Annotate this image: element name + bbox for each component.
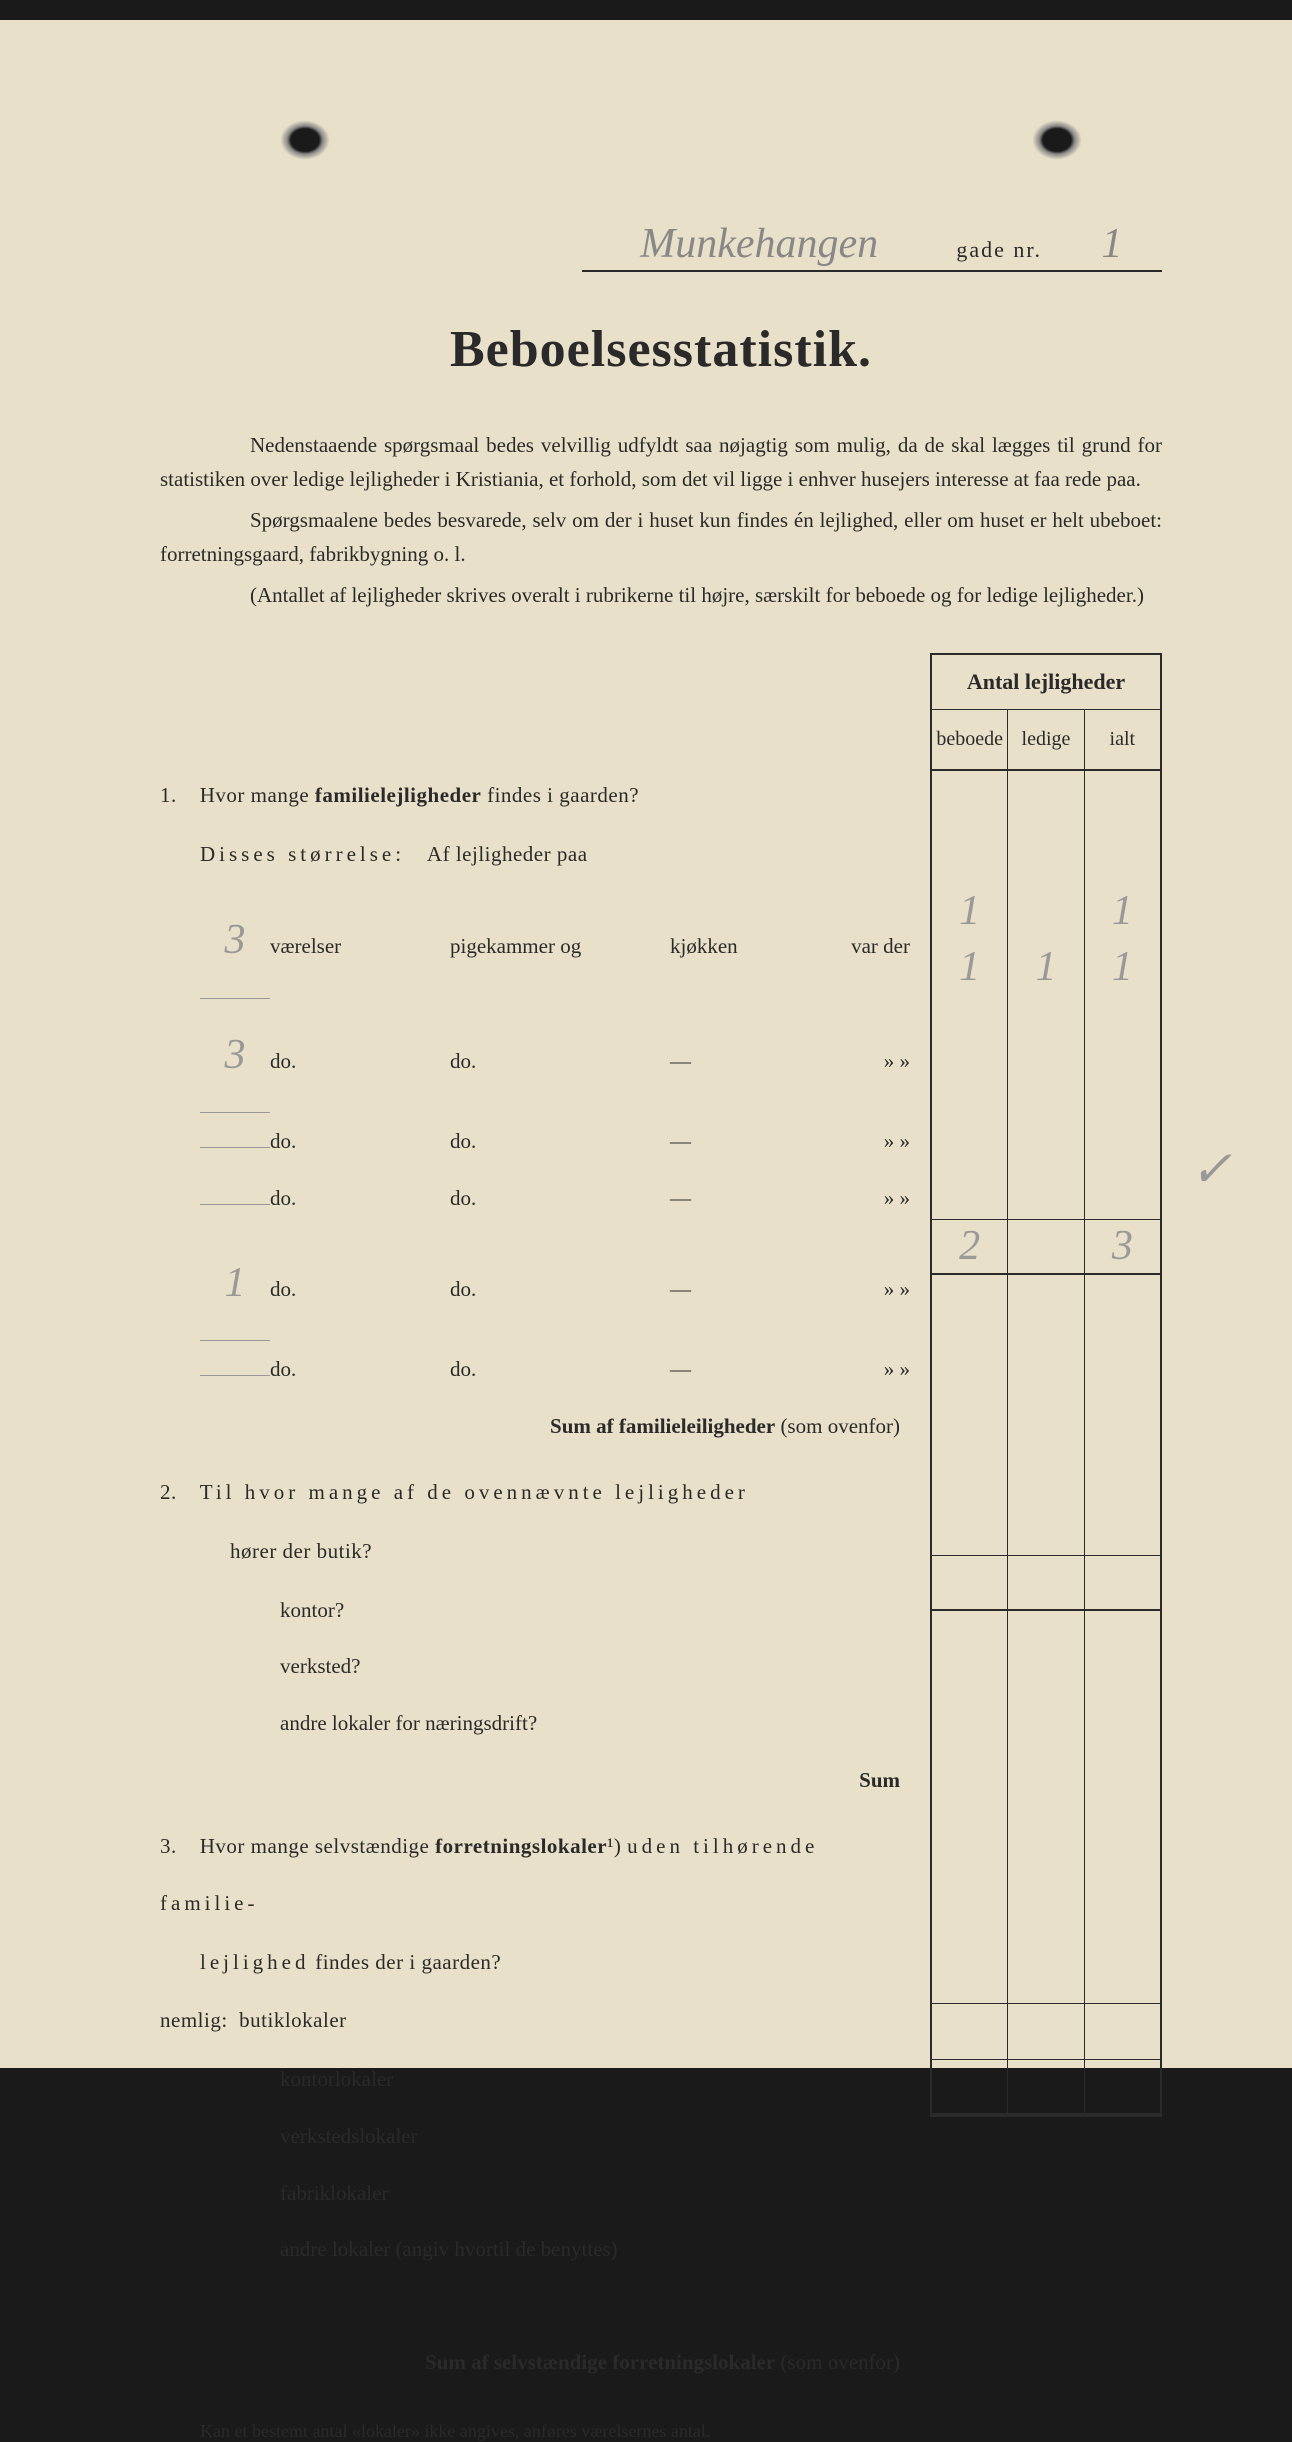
table-row: [932, 1387, 1160, 1443]
table-row: [932, 827, 1160, 883]
question-1: 1. Hvor mange familielejligheder findes …: [160, 767, 910, 824]
question-2: 2. Til hvor mange af de ovennævnte lejli…: [160, 1464, 910, 1521]
document-page: Munkehangen gade nr. 1 Beboelsesstatisti…: [0, 20, 1292, 2068]
table-row: [932, 1891, 1160, 1947]
q3-item-4: fabriklokaler: [160, 2165, 910, 2222]
spacer: [160, 653, 910, 765]
table-row: [932, 1723, 1160, 1779]
room-row-3: do. do. — » »: [160, 1113, 910, 1170]
table-row: [932, 1947, 1160, 2003]
table-header-main: Antal lejligheder: [932, 655, 1160, 710]
intro-paragraph-1: Nedenstaaende spørgsmaal bedes velvillig…: [160, 429, 1162, 496]
table-row: [932, 2003, 1160, 2059]
table-sum-row: [932, 2059, 1160, 2115]
questions-column: 1. Hvor mange familielejligheder findes …: [160, 653, 930, 2391]
punch-hole-right: [1032, 120, 1082, 160]
q2-item-1: hører der butik?: [160, 1523, 910, 1580]
table-row: [932, 1499, 1160, 1555]
table-row: 11: [932, 883, 1160, 939]
table-header-sub: beboede ledige ialt: [932, 710, 1160, 771]
main-content: 1. Hvor mange familielejligheder findes …: [160, 653, 1162, 2391]
q1-sum-label: Sum af familieleiligheder (som ovenfor): [160, 1398, 910, 1455]
intro-paragraph-2: Spørgsmaalene bedes besvarede, selv om d…: [160, 504, 1162, 571]
q3-item-3: verkstedslokaler: [160, 2108, 910, 2165]
q3-item-5: andre lokaler (angiv hvortil de benyttes…: [160, 2221, 910, 2278]
street-number-handwritten: 1: [1062, 220, 1162, 268]
gade-nr-label: gade nr.: [956, 237, 1042, 263]
room-row-4: do. do. — » »: [160, 1170, 910, 1227]
col-ialt: ialt: [1085, 710, 1160, 769]
table-row: [932, 1051, 1160, 1107]
punch-hole-left: [280, 120, 330, 160]
table-row: [932, 995, 1160, 1051]
page-title: Beboelsesstatistik.: [160, 320, 1162, 379]
table-row: [932, 1331, 1160, 1387]
table-row: [932, 1779, 1160, 1835]
table-row: [932, 1835, 1160, 1891]
col-beboede: beboede: [932, 710, 1008, 769]
table-row: 111: [932, 939, 1160, 995]
apartments-table: Antal lejligheder beboede ledige ialt 11…: [930, 653, 1162, 2117]
q2-item-2: kontor?: [160, 1582, 910, 1639]
spacer: [160, 2278, 910, 2334]
checkmark-icon: ✓: [1190, 1140, 1232, 1198]
table-sum-row: 23: [932, 1219, 1160, 1275]
q2-item-4: andre lokaler for næringsdrift?: [160, 1695, 910, 1752]
footnote: Kan et bestemt antal «lokaler» ikke angi…: [160, 2421, 1162, 2442]
q3-item-2: kontorlokaler: [160, 2051, 910, 2108]
intro-paragraph-3: (Antallet af lejligheder skrives overalt…: [160, 579, 1162, 613]
q3-sum-label: Sum af selvstændige forretningslokaler (…: [160, 2334, 910, 2391]
table-sum-row: [932, 1555, 1160, 1611]
room-row-6: do. do. — » »: [160, 1341, 910, 1398]
q3-cont: lejlighed findes der i gaarden?: [160, 1934, 910, 1991]
q2-sum-label: Sum: [160, 1752, 910, 1809]
table-column: Antal lejligheder beboede ledige ialt 11…: [930, 653, 1162, 2391]
table-row: [932, 771, 1160, 827]
question-3: 3. Hvor mange selvstændige forretningslo…: [160, 1818, 910, 1931]
street-name-handwritten: Munkehangen: [582, 220, 936, 268]
room-row-2: 3 do. do. — » »: [160, 999, 910, 1113]
table-row: [932, 1275, 1160, 1331]
table-row: [932, 1163, 1160, 1219]
q3-nemlig: nemlig: butiklokaler: [160, 1992, 910, 2049]
question-1-sub: Disses størrelse: Af lejligheder paa: [160, 826, 910, 883]
table-row: [932, 1443, 1160, 1499]
col-ledige: ledige: [1008, 710, 1084, 769]
q2-item-3: verksted?: [160, 1638, 910, 1695]
header-address-line: Munkehangen gade nr. 1: [582, 220, 1162, 272]
room-row-1: 3 værelser pigekammer og kjøkken var der: [160, 884, 910, 998]
room-row-5: 1 do. do. — » »: [160, 1227, 910, 1341]
table-row: [932, 1611, 1160, 1667]
table-row: [932, 1107, 1160, 1163]
table-row: [932, 1667, 1160, 1723]
